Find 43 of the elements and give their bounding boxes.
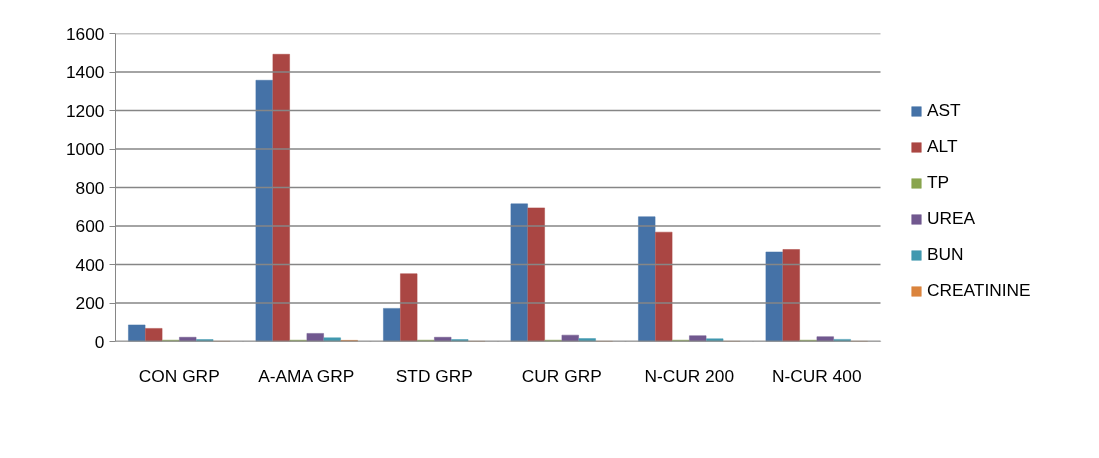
y-tick-label: 1200 [65,100,105,121]
x-tick-label: CON GRP [138,365,220,386]
legend-label: TP [927,172,950,193]
bar [323,337,341,342]
y-tick-label: 400 [75,254,105,275]
legend-label: AST [927,100,961,121]
bar [833,339,851,342]
bar [510,203,528,342]
legend-label: UREA [927,208,976,229]
bar [782,249,800,342]
bar [306,333,324,342]
legend-label: ALT [927,136,958,157]
bar [578,338,596,342]
bar [128,324,146,342]
bar [816,336,834,342]
y-tick-label: 800 [75,177,105,198]
y-tick-label: 600 [75,216,105,236]
y-tick-label: 0 [94,331,105,352]
legend-label: BUN [927,244,964,265]
x-tick-label: CUR GRP [521,365,602,386]
bar [689,335,707,342]
bar [655,231,673,342]
legend-label: CREATININE [927,280,1031,301]
x-tick-label: STD GRP [395,365,473,386]
bar [145,328,163,342]
y-tick-label: 1400 [65,62,105,82]
y-tick-label: 1000 [65,139,105,159]
bar [179,337,197,342]
bar [706,338,724,342]
x-tick-label: A-AMA GRP [258,365,355,386]
bar [434,337,452,342]
bar [561,334,579,342]
bar [765,251,783,342]
bar [272,54,290,342]
x-tick-label: N-CUR 200 [644,365,735,386]
bar [527,207,545,342]
bar [383,308,401,342]
bar [638,216,656,342]
y-tick-label: 1600 [65,23,105,44]
bar [255,80,273,342]
bar [400,273,418,342]
y-tick-label: 200 [75,293,105,313]
x-tick-label: N-CUR 400 [771,365,862,386]
